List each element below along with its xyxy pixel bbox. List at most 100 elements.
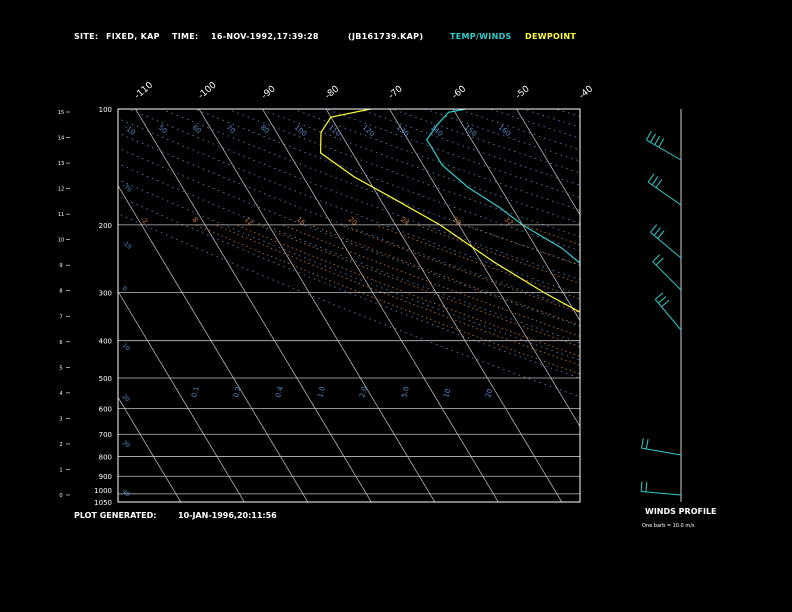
dry-adiabat-label: -70 — [121, 182, 133, 194]
wind-barb-flag — [652, 254, 661, 263]
moist-adiabat-label: 20 — [347, 215, 359, 227]
isotherm-line — [452, 109, 580, 322]
dewpoint-point — [701, 364, 702, 365]
isotherm-line — [771, 109, 792, 502]
moist-adiabat-line — [416, 224, 580, 284]
wind-barb-staff — [641, 447, 682, 456]
pressure-tick-label: 900 — [99, 473, 112, 481]
moist-adiabat-line — [195, 224, 580, 375]
wind-barb-flag — [645, 131, 652, 141]
potential-temperature-label: 80 — [259, 123, 271, 135]
wind-barb-flag — [655, 257, 664, 266]
wind-barb — [654, 292, 682, 331]
height-tick-label: 12 — [58, 187, 64, 193]
height-tick-label: 4 — [59, 391, 62, 397]
moist-adiabat-line — [235, 224, 580, 357]
wind-barb-flag — [645, 481, 648, 492]
dry-adiabat-line — [227, 109, 580, 238]
moist-adiabat-line — [215, 224, 580, 366]
pressure-tick-label: 400 — [99, 338, 112, 346]
isotherm-line — [118, 290, 245, 502]
height-tick-label: 0 — [59, 493, 62, 499]
wind-barb-flag — [650, 133, 656, 143]
dry-adiabat-line — [391, 109, 580, 174]
moist-adiabat-line — [593, 225, 792, 494]
top-temperature-label: -80 — [324, 84, 342, 101]
mixing-ratio-label: 0.4 — [274, 385, 285, 398]
potential-temperature-label: 130 — [395, 123, 410, 138]
dry-adiabat-line — [118, 179, 580, 361]
dewpoint-point — [320, 152, 322, 154]
file-id: (JB161739.KAP) — [348, 32, 424, 41]
potential-temperature-label: 110 — [327, 123, 342, 138]
height-tick-label: 8 — [59, 289, 62, 295]
wind-barb-flag — [650, 224, 658, 233]
temperature-point — [561, 247, 563, 249]
dry-adiabat-line — [424, 109, 580, 162]
potential-temperature-label: 60 — [191, 123, 203, 135]
dry-adiabat-line — [589, 109, 792, 502]
pressure-tick-label: 600 — [99, 405, 112, 413]
temperature-point — [448, 111, 450, 113]
isotherm-line — [118, 184, 309, 502]
isotherm-line — [707, 109, 792, 502]
dry-adiabat-line — [161, 109, 580, 266]
wind-barb-flag — [645, 438, 649, 449]
dry-adiabat-label: 20 — [121, 393, 131, 403]
isotherm-line — [118, 396, 182, 502]
wind-barb — [650, 224, 682, 259]
potential-temperature-label: 70 — [225, 123, 237, 135]
dewpoint-point — [618, 332, 619, 333]
height-tick-label: 14 — [58, 136, 64, 142]
dry-adiabat-line — [292, 109, 580, 211]
dewpoint-point — [770, 384, 771, 385]
wind-barb-flag — [647, 173, 655, 183]
mixing-ratio-label: 1.0 — [316, 386, 327, 399]
wind-barb-flag — [640, 481, 643, 492]
wind-barb-staff — [641, 491, 682, 496]
height-tick-label: 2 — [59, 442, 62, 448]
wind-barb — [645, 131, 682, 161]
potential-temperature-label: 140 — [429, 123, 444, 138]
height-tick-label: 5 — [59, 365, 62, 371]
dry-adiabat-line — [490, 109, 580, 139]
moist-adiabat-label: -2 — [139, 215, 149, 226]
wind-barb-flag — [657, 230, 665, 239]
pressure-tick-label: 1050 — [94, 499, 112, 507]
moist-adiabat-label: 32 — [503, 215, 515, 227]
dry-adiabat-label: 40 — [121, 488, 131, 498]
temperature-point — [620, 292, 621, 293]
isotherm-line — [389, 109, 580, 428]
height-tick-label: 7 — [59, 314, 62, 320]
temperature-profile-line — [426, 109, 580, 264]
height-tick-label: 10 — [58, 238, 64, 244]
isotherm-line — [135, 109, 372, 502]
isotherm-line — [325, 109, 563, 502]
dry-adiabat-line — [118, 117, 580, 296]
moist-adiabat-line — [375, 224, 580, 300]
height-tick-label: 6 — [59, 340, 62, 346]
plot-frame — [117, 108, 581, 503]
dry-adiabat-label: -10 — [121, 239, 133, 251]
dewpoint-point — [752, 374, 753, 375]
dry-adiabat-line — [118, 213, 580, 398]
wind-barb-flag — [655, 179, 663, 188]
time-value: 16-NOV-1992,17:39:28 — [211, 32, 319, 41]
temperature-point — [736, 348, 737, 349]
height-tick-label: 3 — [59, 416, 62, 422]
top-temperature-label: -100 — [197, 80, 219, 101]
temperature-point — [426, 138, 428, 141]
pressure-tick-label: 700 — [99, 431, 112, 439]
temperature-point — [718, 340, 719, 341]
dewpoint-point — [330, 116, 332, 118]
potential-temperature-label: 120 — [361, 123, 376, 138]
mixing-ratio-label: 0.1 — [190, 386, 201, 399]
moist-adiabat-line — [672, 225, 792, 494]
wind-barb — [647, 173, 682, 206]
mixing-ratio-label: 20 — [484, 388, 494, 399]
wind-barb-staff — [654, 299, 682, 331]
wind-barb-staff — [650, 231, 682, 259]
mixing-ratio-label: 5.0 — [400, 386, 411, 399]
potential-temperature-label: -10 — [123, 123, 137, 136]
mixing-ratio-label: 2.0 — [358, 386, 369, 399]
